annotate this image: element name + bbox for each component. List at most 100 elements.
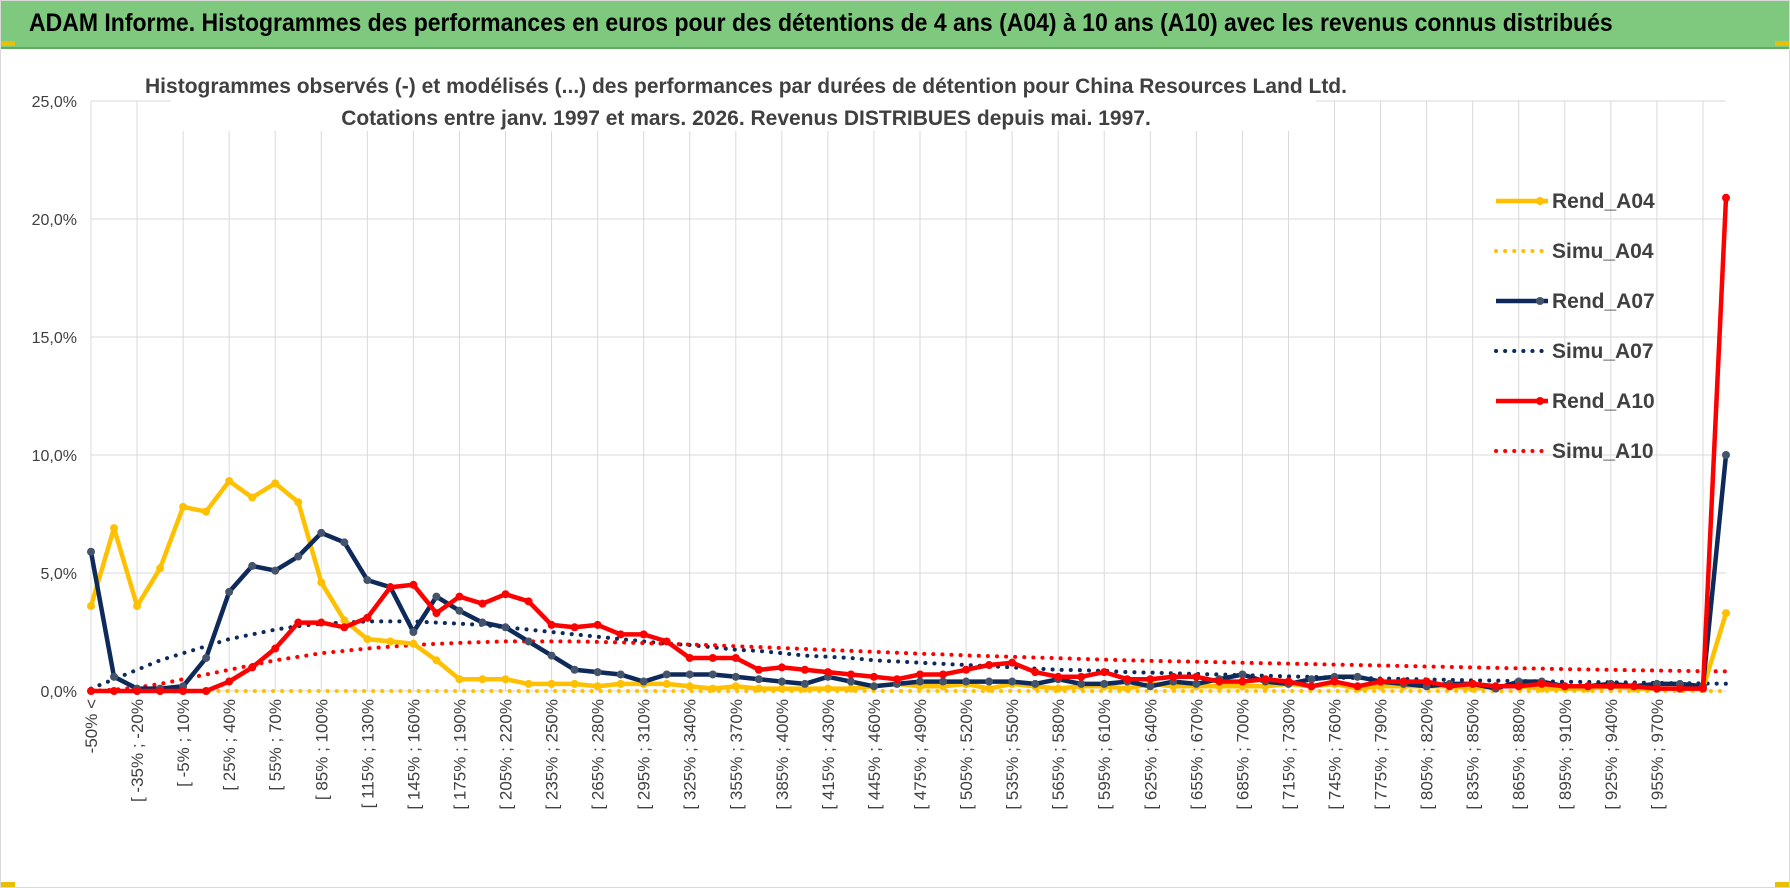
x-tick-label: [ 325% ; 340% (681, 699, 700, 810)
data-point (823, 668, 832, 677)
data-point (87, 602, 95, 611)
data-point (1652, 684, 1661, 693)
data-point (869, 682, 878, 691)
x-tick-label: [ 235% ; 250% (543, 699, 562, 810)
data-point (1031, 668, 1040, 677)
data-point (1284, 677, 1293, 686)
x-tick-label: [ 55% ; 70% (266, 699, 285, 791)
data-point (386, 583, 395, 592)
series-rend-a04 (87, 476, 1730, 693)
data-point (87, 687, 95, 695)
data-point (524, 597, 533, 606)
legend-label: Rend_A07 (1552, 290, 1655, 313)
data-point (156, 564, 165, 573)
data-point (202, 507, 211, 516)
data-point (962, 677, 971, 686)
data-point (570, 623, 579, 632)
legend-item: Simu_A07 (1494, 340, 1654, 363)
data-point (962, 665, 971, 674)
data-point (731, 653, 740, 662)
legend-item: Rend_A04 (1496, 190, 1655, 213)
x-tick-label: [ 775% ; 790% (1372, 699, 1391, 810)
x-tick-label: [ 895% ; 910% (1556, 699, 1575, 810)
corner-accent (1, 41, 15, 46)
data-point (639, 677, 648, 686)
data-point (685, 670, 694, 679)
data-point (363, 635, 372, 644)
x-tick-label: [ 385% ; 400% (773, 699, 792, 810)
x-tick-label: [ 745% ; 760% (1326, 699, 1345, 810)
x-tick-label: [ 955% ; 970% (1648, 699, 1667, 810)
data-point (1169, 672, 1178, 681)
data-point (248, 663, 257, 672)
data-point (317, 528, 326, 537)
data-point (892, 675, 901, 684)
data-point (110, 524, 119, 533)
x-tick-label: [ 715% ; 730% (1279, 699, 1298, 810)
data-point (823, 684, 832, 693)
legend-label: Simu_A10 (1552, 440, 1654, 463)
data-point (501, 590, 510, 599)
data-point (455, 592, 464, 601)
data-point (1560, 682, 1569, 691)
data-point (916, 677, 925, 686)
x-tick-label: [ 85% ; 100% (312, 699, 331, 800)
data-point (409, 628, 418, 636)
data-point (708, 653, 717, 662)
data-point (248, 493, 257, 502)
y-tick-label: 5,0% (41, 566, 77, 583)
x-tick-label: [ 25% ; 40% (220, 699, 239, 791)
data-point (294, 618, 303, 627)
data-point (501, 675, 510, 684)
data-point (1192, 672, 1201, 681)
data-point (731, 672, 740, 681)
legend-label: Rend_A04 (1552, 190, 1655, 213)
data-point (1054, 672, 1063, 681)
data-point (777, 684, 786, 693)
data-point (1722, 451, 1730, 459)
data-point (1077, 672, 1086, 681)
data-point (455, 675, 464, 684)
data-point (317, 578, 326, 587)
legend-label: Simu_A07 (1552, 340, 1654, 363)
data-point (1491, 682, 1500, 691)
legend-label: Rend_A10 (1552, 390, 1655, 413)
data-point (662, 670, 671, 679)
data-point (708, 670, 717, 679)
x-tick-label: [ 685% ; 700% (1233, 699, 1252, 810)
data-point (409, 580, 418, 589)
y-tick-label: 25,0% (32, 94, 77, 111)
x-tick-label: [ 115% ; 130% (358, 699, 377, 808)
data-point (179, 502, 188, 511)
x-tick-label: [ 145% ; 160% (404, 699, 423, 810)
data-point (110, 687, 119, 695)
data-point (294, 498, 303, 507)
data-point (1215, 677, 1224, 686)
legend-item: Simu_A10 (1494, 440, 1654, 463)
series-line (88, 478, 1729, 691)
data-point (1399, 677, 1408, 686)
data-point (386, 637, 395, 646)
x-tick-label: [ 565% ; 580% (1049, 699, 1068, 810)
data-point (1100, 679, 1109, 688)
data-point (1722, 609, 1730, 618)
data-point (478, 618, 487, 627)
data-point (202, 653, 211, 662)
data-point (225, 476, 234, 485)
data-point (179, 687, 188, 695)
x-tick-label: [ 415% ; 430% (819, 699, 838, 810)
x-tick-label: [ 265% ; 280% (589, 699, 608, 810)
legend-label: Simu_A04 (1552, 240, 1654, 263)
data-point (708, 684, 717, 693)
data-point (1629, 682, 1638, 691)
series-rend-a10 (87, 193, 1730, 695)
data-point (570, 679, 579, 688)
data-point (202, 687, 211, 695)
data-point (409, 639, 418, 648)
data-point (1307, 682, 1316, 691)
data-point (1698, 684, 1707, 693)
data-point (1330, 677, 1339, 686)
x-tick-label: [ 865% ; 880% (1510, 699, 1529, 810)
data-point (1468, 679, 1477, 688)
